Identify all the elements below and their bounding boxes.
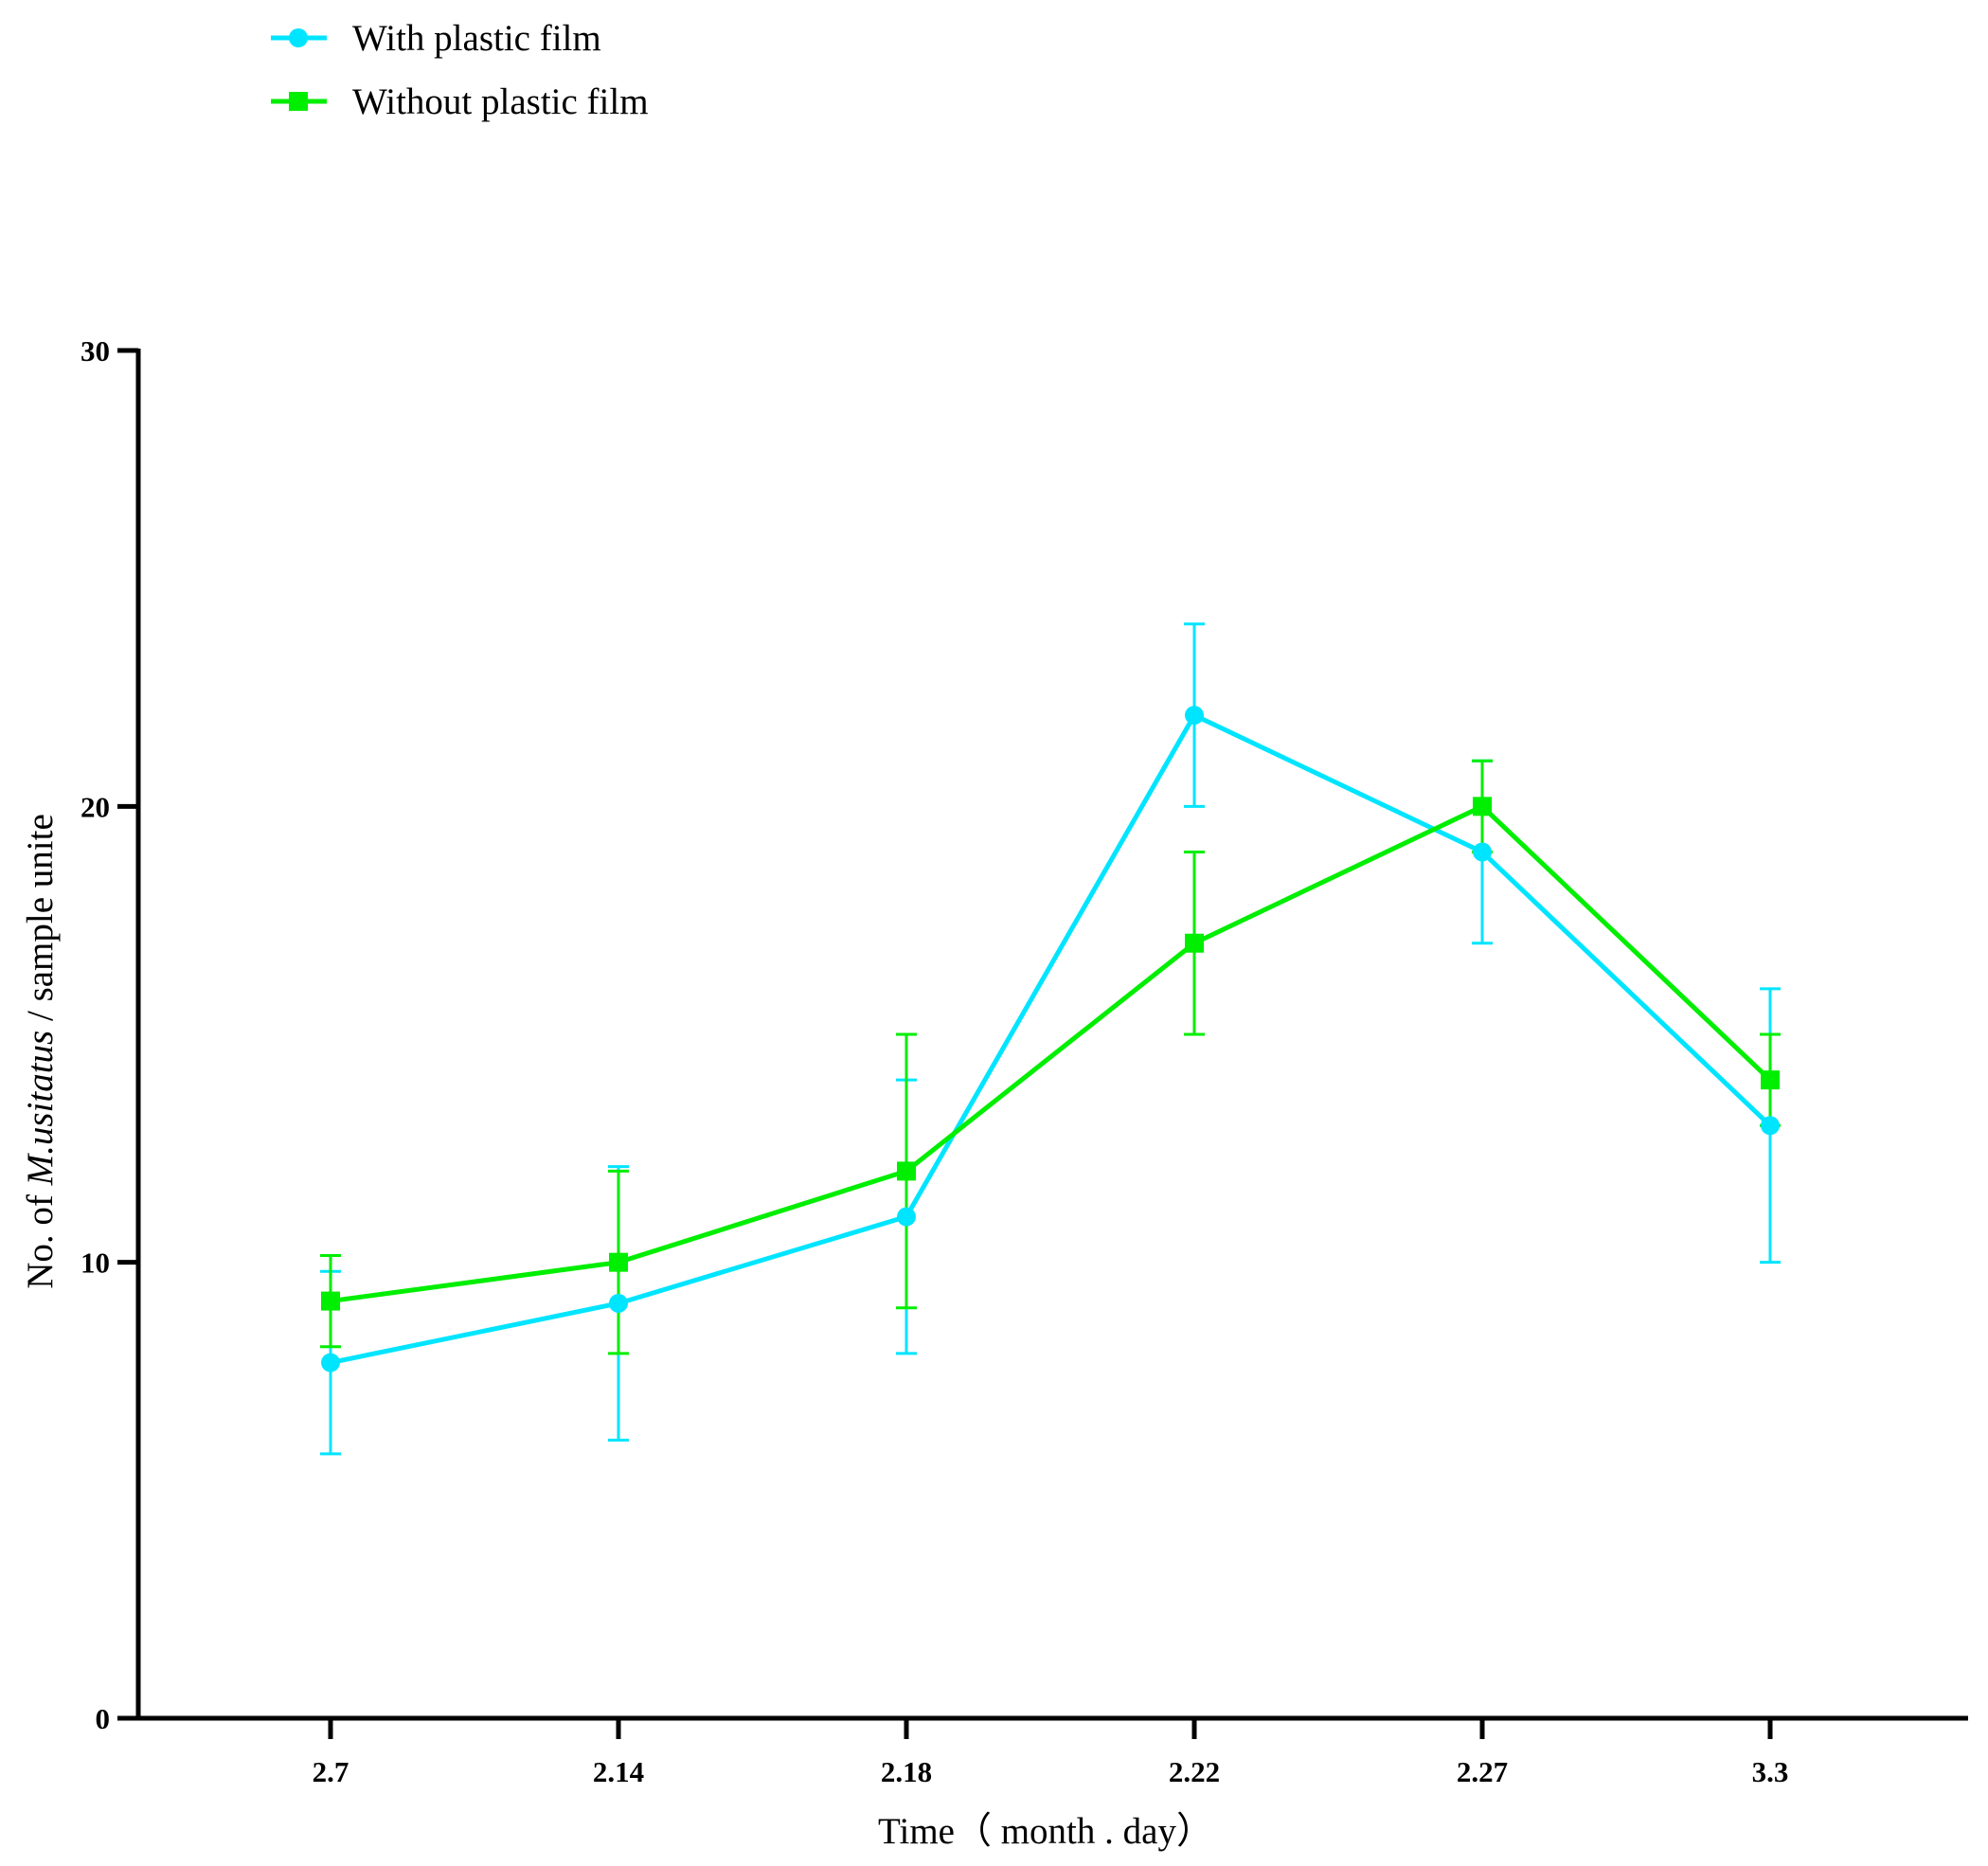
x-tick-label-3.3: 3.3 — [1752, 1755, 1789, 1788]
y-axis-title-prefix: No. of — [20, 1185, 61, 1288]
data-point-without-plastic-film-2 — [897, 1161, 916, 1181]
data-point-without-plastic-film-4 — [1473, 797, 1492, 816]
y-tick-label-0: 0 — [96, 1702, 111, 1735]
series-markers — [321, 706, 1780, 1373]
y-axis-title-suffix: / sample unite — [20, 814, 61, 1031]
legend-label-with-plastic-film: With plastic film — [352, 18, 601, 59]
y-axis-title-species: M.usitatus — [20, 1031, 61, 1187]
data-point-with-plastic-film-1 — [609, 1293, 628, 1313]
series-lines — [330, 712, 1772, 1366]
data-point-without-plastic-film-3 — [1185, 933, 1204, 953]
data-point-with-plastic-film-0 — [321, 1353, 340, 1373]
y-tick-label-30: 30 — [81, 334, 110, 368]
legend-marker-without-plastic-film — [289, 92, 308, 111]
error-bars — [320, 622, 1781, 1456]
y-axis-title: No. of M.usitatus / sample unite — [20, 814, 61, 1289]
x-tick-label-2.18: 2.18 — [881, 1755, 932, 1788]
data-point-without-plastic-film-5 — [1761, 1070, 1780, 1090]
data-point-without-plastic-film-1 — [609, 1252, 628, 1272]
data-point-with-plastic-film-4 — [1473, 842, 1492, 862]
x-axis-title: Time（ month . day） — [878, 1811, 1213, 1852]
legend-marker-with-plastic-film — [289, 28, 308, 47]
legend: With plastic film Without plastic film — [271, 18, 649, 122]
y-tick-label-10: 10 — [81, 1247, 110, 1280]
data-point-with-plastic-film-5 — [1761, 1116, 1780, 1136]
x-tick-label-2.7: 2.7 — [313, 1755, 349, 1788]
x-tick-label-2.27: 2.27 — [1457, 1755, 1508, 1788]
series-line-with-plastic-film — [330, 712, 1772, 1366]
y-tick-label-20: 20 — [81, 790, 110, 823]
legend-label-without-plastic-film: Without plastic film — [352, 81, 649, 122]
series-line-without-plastic-film — [330, 803, 1772, 1304]
x-tick-label-2.14: 2.14 — [593, 1755, 644, 1788]
data-point-with-plastic-film-3 — [1185, 706, 1204, 726]
x-tick-label-2.22: 2.22 — [1169, 1755, 1220, 1788]
axes: 0 10 20 30 2.7 2.14 2.18 2.22 2.27 3.3 — [81, 334, 1968, 1788]
data-point-with-plastic-film-2 — [897, 1207, 916, 1227]
data-point-without-plastic-film-0 — [321, 1291, 340, 1311]
